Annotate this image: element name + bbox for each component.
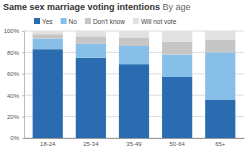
bar: [76, 44, 106, 58]
bars: [33, 31, 236, 138]
title: Same sex marriage voting intentions: [3, 2, 160, 12]
bar: [76, 36, 106, 43]
legend-swatch: [61, 18, 67, 24]
bar: [205, 99, 235, 138]
x-tick-label: 65+: [215, 141, 226, 147]
y-axis: 0% 20% 40% 60% 80% 100%: [4, 28, 25, 141]
bar: [205, 31, 235, 40]
y-tick-label: 100%: [4, 28, 20, 34]
bar: [76, 58, 106, 138]
y-tick-mark: [22, 95, 24, 96]
x-tick: 25-34: [83, 138, 99, 147]
bar: [33, 31, 63, 34]
y-tick-mark: [22, 117, 24, 118]
legend-label: Will not vote: [141, 18, 177, 25]
x-tick-label: 25-34: [83, 141, 99, 147]
bar: [33, 34, 63, 38]
y-tick-label: 0%: [10, 135, 19, 141]
legend-label: Yes: [42, 18, 53, 25]
x-tick: 65+: [215, 138, 226, 147]
bar: [119, 37, 149, 46]
legend: Yes No Don't know Will not vote: [34, 18, 177, 25]
bar: [162, 55, 192, 77]
x-tick-label: 18-24: [40, 141, 56, 147]
legend-label: No: [69, 18, 78, 25]
bar: [119, 64, 149, 138]
grid: [24, 31, 244, 138]
legend-label: Don't know: [93, 18, 125, 25]
y-tick-mark: [22, 52, 24, 53]
y-tick-mark: [22, 138, 24, 139]
bar: [205, 40, 235, 53]
y-tick: 40%: [7, 93, 24, 99]
y-tick-label: 40%: [7, 93, 20, 99]
y-tick: 20%: [7, 114, 24, 120]
x-tick-label: 35-49: [126, 141, 142, 147]
x-tick: 35-49: [126, 138, 142, 147]
x-tick: 18-24: [40, 138, 56, 147]
x-tick: 50-64: [169, 138, 185, 147]
bar: [33, 49, 63, 138]
x-axis: 18-24 25-34 35-49 50-64 65+: [25, 138, 245, 147]
legend-item: Yes: [34, 18, 53, 25]
y-tick: 60%: [7, 71, 24, 77]
y-axis-line: [22, 32, 25, 139]
bar: [162, 77, 192, 138]
subtitle: By age: [163, 2, 191, 12]
legend-item: No: [61, 18, 78, 25]
bar: [119, 46, 149, 64]
y-tick: 0%: [10, 135, 24, 141]
x-tick-label: 50-64: [169, 141, 185, 147]
y-tick-label: 20%: [7, 114, 20, 120]
series: [33, 31, 236, 42]
bar: [119, 31, 149, 37]
bar: [205, 52, 235, 99]
x-axis-line: [25, 138, 245, 139]
legend-item: Will not vote: [133, 18, 177, 25]
plot: 0% 20% 40% 60% 80% 100% 18-24 25-34 35-49 50-64 65…: [4, 28, 245, 147]
legend-swatch: [133, 18, 139, 24]
legend-item: Don't know: [85, 18, 125, 25]
bar: [162, 31, 192, 42]
y-tick-mark: [22, 31, 24, 32]
y-tick-label: 60%: [7, 71, 20, 77]
y-tick: 100%: [4, 28, 24, 34]
series: [33, 38, 236, 99]
y-tick: 80%: [7, 50, 24, 56]
y-tick-label: 80%: [7, 50, 20, 56]
bar: [76, 31, 106, 36]
svg-text:Same sex marriage voting inten: Same sex marriage voting intentions By a…: [3, 2, 191, 12]
y-tick-mark: [22, 74, 24, 75]
bar: [162, 42, 192, 55]
legend-swatch: [85, 18, 91, 24]
bar: [33, 38, 63, 49]
legend-swatch: [34, 18, 40, 24]
